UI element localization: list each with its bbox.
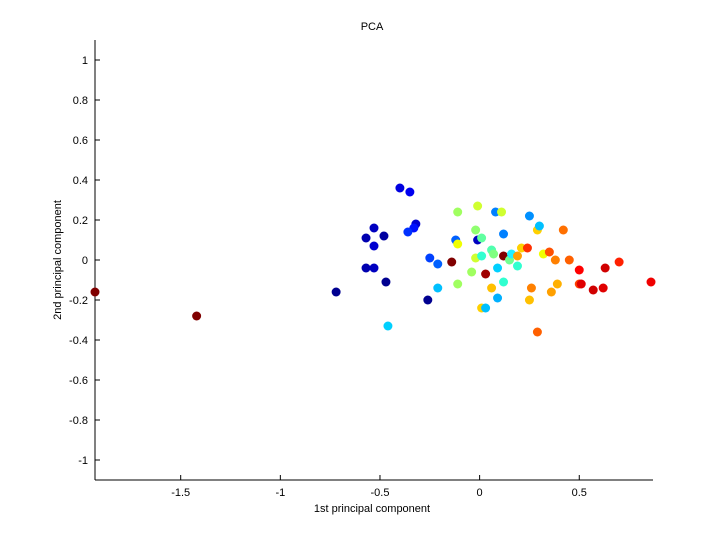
x-axis-label: 1st principal component <box>314 503 430 515</box>
data-point <box>499 277 509 287</box>
data-point <box>524 211 534 221</box>
y-tick-label: -1 <box>78 455 88 467</box>
data-point <box>405 187 415 197</box>
data-point <box>433 259 443 269</box>
data-point <box>489 249 499 259</box>
data-point <box>395 183 405 193</box>
y-tick-label: 0.4 <box>73 175 88 187</box>
y-tick-label: -0.4 <box>69 335 88 347</box>
data-point <box>453 279 463 289</box>
data-point <box>473 201 483 211</box>
data-point <box>381 277 391 287</box>
data-point <box>379 231 389 241</box>
data-point <box>90 287 100 297</box>
data-point <box>534 221 544 231</box>
data-point <box>574 265 584 275</box>
x-tick-label: -0.5 <box>370 487 389 499</box>
data-point <box>471 225 481 235</box>
data-point <box>546 287 556 297</box>
x-tick-label: -1 <box>275 487 285 499</box>
y-tick-label: -0.6 <box>69 375 88 387</box>
y-tick-label: -0.2 <box>69 295 88 307</box>
y-tick-label: 1 <box>82 55 88 67</box>
data-point <box>550 255 560 265</box>
x-tick-label: 0.5 <box>572 487 587 499</box>
data-point <box>524 295 534 305</box>
data-point <box>481 303 491 313</box>
data-point <box>598 283 608 293</box>
data-point <box>477 251 487 261</box>
data-point <box>552 279 562 289</box>
data-point <box>493 293 503 303</box>
data-point <box>481 269 491 279</box>
data-point <box>192 311 202 321</box>
data-point <box>369 263 379 273</box>
data-point <box>369 241 379 251</box>
data-point <box>403 227 413 237</box>
plot-area: -1.5 -1 -0.5 0 0.5 1 0.8 0.6 0.4 0.2 0 -0.2 -0.4 -0.… <box>69 40 656 499</box>
data-point <box>564 255 574 265</box>
data-point <box>369 223 379 233</box>
data-point <box>646 277 656 287</box>
data-point <box>588 285 598 295</box>
data-point <box>522 243 532 253</box>
x-tick-label: -1.5 <box>171 487 190 499</box>
data-point <box>532 327 542 337</box>
y-axis-label: 2nd principal component <box>52 200 64 320</box>
data-point <box>361 263 371 273</box>
data-points <box>90 183 656 337</box>
data-point <box>526 283 536 293</box>
y-tick-label: 0 <box>82 255 88 267</box>
data-point <box>600 263 610 273</box>
data-point <box>512 251 522 261</box>
data-point <box>558 225 568 235</box>
data-point <box>477 233 487 243</box>
data-point <box>361 233 371 243</box>
data-point <box>614 257 624 267</box>
data-point <box>423 295 433 305</box>
data-point <box>493 263 503 273</box>
x-tick-label: 0 <box>477 487 483 499</box>
data-point <box>453 239 463 249</box>
data-point <box>453 207 463 217</box>
y-axis-ticks: 1 0.8 0.6 0.4 0.2 0 -0.2 -0.4 -0.6 -0.8 -1 <box>69 55 100 467</box>
y-tick-label: 0.2 <box>73 215 88 227</box>
data-point <box>433 283 443 293</box>
y-tick-label: 0.6 <box>73 135 88 147</box>
data-point <box>487 283 497 293</box>
data-point <box>499 229 509 239</box>
data-point <box>383 321 393 331</box>
chart-title: PCA <box>361 21 384 33</box>
data-point <box>512 261 522 271</box>
data-point <box>331 287 341 297</box>
y-tick-label: -0.8 <box>69 415 88 427</box>
data-point <box>576 279 586 289</box>
data-point <box>544 247 554 257</box>
y-tick-label: 0.8 <box>73 95 88 107</box>
x-axis-ticks: -1.5 -1 -0.5 0 0.5 <box>171 475 587 499</box>
data-point <box>447 257 457 267</box>
data-point <box>467 267 477 277</box>
data-point <box>425 253 435 263</box>
data-point <box>497 207 507 217</box>
